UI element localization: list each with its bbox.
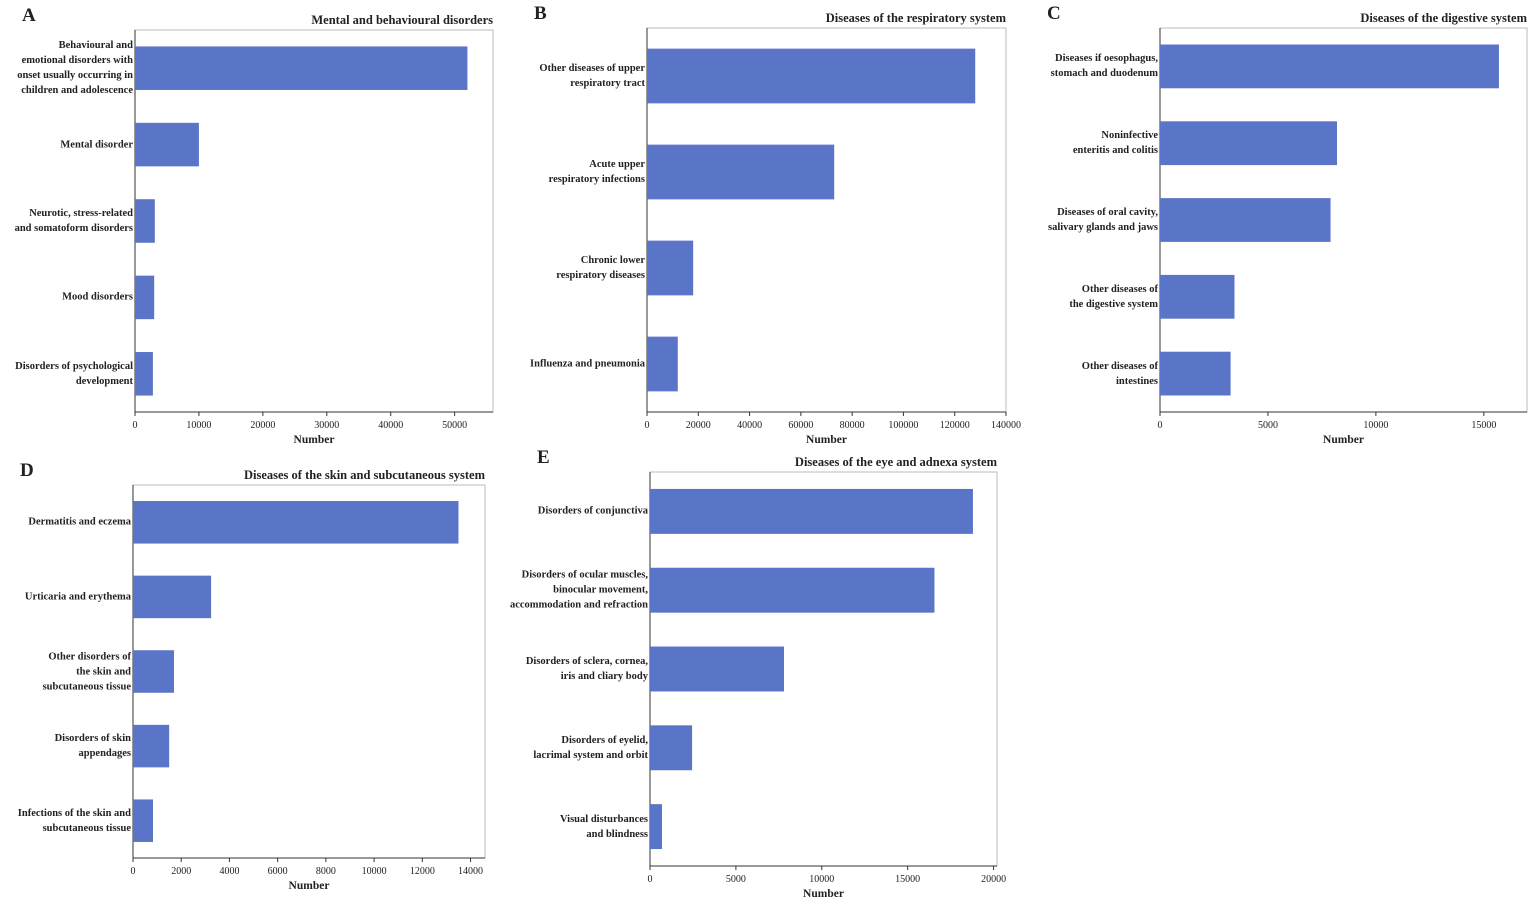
bar bbox=[650, 567, 935, 613]
x-tick-label: 0 bbox=[648, 874, 653, 885]
bar bbox=[133, 650, 174, 693]
x-tick-label: 0 bbox=[645, 420, 650, 431]
bar bbox=[1160, 274, 1235, 319]
y-tick-label: Other diseases of intestines bbox=[1081, 360, 1158, 387]
chart-title: Diseases of the eye and adnexa system bbox=[795, 455, 998, 469]
x-tick-label: 40000 bbox=[737, 420, 762, 431]
panel-label: C bbox=[1047, 3, 1061, 24]
bar bbox=[135, 199, 155, 243]
panel-label: A bbox=[22, 5, 36, 26]
y-tick-label: Diseases of oral cavity, salivary glands… bbox=[1048, 207, 1158, 233]
x-axis-label: Number bbox=[289, 880, 330, 892]
y-tick-label: Dermatitis and eczema bbox=[28, 516, 131, 528]
bar bbox=[647, 336, 678, 392]
x-tick-label: 10000 bbox=[186, 420, 211, 431]
x-tick-label: 50000 bbox=[442, 420, 467, 431]
x-tick-label: 15000 bbox=[1471, 420, 1496, 431]
bar bbox=[1160, 121, 1338, 166]
x-tick-label: 0 bbox=[1158, 420, 1163, 431]
x-tick-label: 10000 bbox=[1363, 420, 1388, 431]
y-tick-label: Disorders of eyelid, lacrimal system and… bbox=[533, 734, 648, 761]
y-tick-label: Urticaria and erythema bbox=[24, 591, 131, 603]
y-tick-label: Diseases if oesophagus, stomach and duod… bbox=[1050, 53, 1158, 80]
y-tick-label: Other disorders of the skin and subcutan… bbox=[42, 651, 131, 692]
bar bbox=[650, 646, 784, 692]
bar bbox=[135, 46, 468, 90]
bar bbox=[133, 799, 154, 842]
y-tick-label: Disorders of skin appendages bbox=[54, 733, 131, 760]
y-tick-label: Influenza and pneumonia bbox=[530, 358, 645, 370]
x-tick-label: 0 bbox=[133, 420, 138, 431]
x-tick-label: 8000 bbox=[316, 866, 336, 877]
y-tick-label: Disorders of sclera, cornea, iris and cl… bbox=[525, 656, 648, 682]
panel-label: D bbox=[20, 460, 34, 481]
x-axis-label: Number bbox=[294, 434, 335, 446]
y-tick-label: Behavioural and emotional disorders with… bbox=[17, 40, 133, 97]
y-tick-label: Disorders of conjunctiva bbox=[537, 505, 648, 517]
x-tick-label: 20000 bbox=[250, 420, 275, 431]
chart-title: Diseases of the respiratory system bbox=[826, 11, 1007, 25]
bar bbox=[647, 240, 694, 296]
bar bbox=[135, 275, 155, 320]
x-tick-label: 30000 bbox=[314, 420, 339, 431]
bar bbox=[1160, 351, 1231, 396]
bar bbox=[650, 804, 663, 850]
bar bbox=[1160, 198, 1331, 242]
chart-title: Diseases of the skin and subcutaneous sy… bbox=[244, 468, 486, 482]
y-tick-label: Acute upper respiratory infections bbox=[548, 159, 645, 185]
x-tick-label: 5000 bbox=[1258, 420, 1278, 431]
x-tick-label: 2000 bbox=[171, 866, 191, 877]
x-tick-label: 6000 bbox=[268, 866, 288, 877]
bar bbox=[133, 724, 170, 768]
x-tick-label: 80000 bbox=[840, 420, 865, 431]
x-axis-label: Number bbox=[803, 888, 844, 900]
y-tick-label: Mental disorder bbox=[60, 139, 133, 151]
bar bbox=[133, 575, 212, 619]
x-tick-label: 0 bbox=[131, 866, 136, 877]
bar bbox=[133, 501, 459, 544]
x-tick-label: 4000 bbox=[219, 866, 239, 877]
chart-title: Diseases of the digestive system bbox=[1360, 11, 1527, 25]
x-tick-label: 40000 bbox=[378, 420, 403, 431]
x-tick-label: 100000 bbox=[888, 420, 918, 431]
x-tick-label: 140000 bbox=[991, 420, 1021, 431]
x-tick-label: 10000 bbox=[809, 874, 834, 885]
x-tick-label: 12000 bbox=[410, 866, 435, 877]
y-tick-label: Mood disorders bbox=[62, 291, 133, 303]
y-tick-label: Noninfective enteritis and colitis bbox=[1072, 130, 1158, 157]
bar bbox=[650, 488, 973, 534]
x-tick-label: 15000 bbox=[895, 874, 920, 885]
y-tick-label: Infections of the skin and subcutaneous … bbox=[17, 807, 131, 834]
bar bbox=[135, 122, 199, 167]
x-tick-label: 20000 bbox=[686, 420, 711, 431]
x-tick-label: 20000 bbox=[981, 874, 1006, 885]
y-tick-label: Neurotic, stress-related and somatoform … bbox=[14, 208, 133, 234]
x-tick-label: 10000 bbox=[362, 866, 387, 877]
y-tick-label: Chronic lower respiratory diseases bbox=[556, 255, 645, 281]
bar bbox=[647, 144, 835, 200]
bar bbox=[650, 725, 693, 771]
x-axis-label: Number bbox=[1323, 434, 1364, 446]
y-tick-label: Other diseases of upper respiratory trac… bbox=[539, 63, 645, 89]
chart-title: Mental and behavioural disorders bbox=[311, 13, 493, 27]
y-tick-label: Disorders of psychological development bbox=[15, 360, 133, 387]
panel-label: B bbox=[534, 3, 547, 24]
x-tick-label: 60000 bbox=[788, 420, 813, 431]
bar bbox=[1160, 44, 1499, 89]
y-tick-label: Disorders of ocular muscles, binocular m… bbox=[509, 569, 648, 611]
bar bbox=[647, 48, 976, 104]
y-tick-label: Other diseases of the digestive system bbox=[1069, 283, 1158, 310]
x-axis-label: Number bbox=[806, 434, 847, 446]
bar bbox=[135, 352, 153, 396]
y-tick-label: Visual disturbances and blindness bbox=[559, 813, 648, 840]
x-tick-label: 5000 bbox=[726, 874, 746, 885]
x-tick-label: 14000 bbox=[458, 866, 483, 877]
x-tick-label: 120000 bbox=[940, 420, 970, 431]
panel-label: E bbox=[537, 447, 550, 468]
